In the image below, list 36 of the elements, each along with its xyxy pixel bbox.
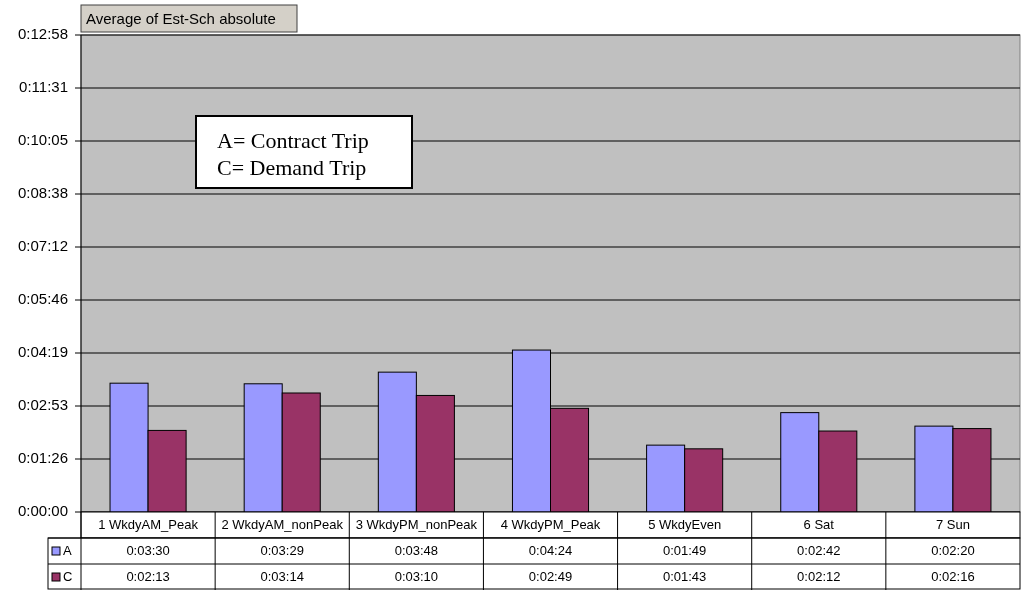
data-label: 0:03:48 <box>394 543 439 559</box>
data-label: 0:03:14 <box>260 569 304 585</box>
y-tick-label: 0:08:38 <box>17 183 68 201</box>
x-tick-label: 1 WkdyAM_Peak <box>98 517 199 533</box>
x-tick-label: 5 WkdyEven <box>648 517 722 533</box>
data-label: 0:03:30 <box>126 543 170 559</box>
data-label: 0:02:20 <box>931 543 975 559</box>
legend-label: A <box>63 543 72 559</box>
data-label: 0:01:43 <box>662 569 707 585</box>
y-tick-label: 0:12:58 <box>17 24 68 42</box>
y-tick-label: 0:04:19 <box>17 342 68 360</box>
data-label: 0:04:24 <box>528 543 573 559</box>
data-label: 0:02:42 <box>797 543 841 559</box>
y-tick-label: 0:11:31 <box>19 77 68 95</box>
data-label: 0:03:10 <box>394 569 439 585</box>
y-tick-label: 0:00:00 <box>17 501 68 519</box>
data-label: 0:02:16 <box>931 569 975 585</box>
data-label: 0:03:29 <box>260 543 304 559</box>
data-label: 0:01:49 <box>662 543 707 559</box>
annotation: C= Demand Trip <box>217 155 367 180</box>
legend-label: C <box>63 569 73 585</box>
y-tick-label: 0:05:46 <box>17 289 68 307</box>
y-tick-label: 0:10:05 <box>17 130 68 148</box>
data-label: 0:02:49 <box>528 569 573 585</box>
x-tick-label: 6 Sat <box>803 517 835 533</box>
x-tick-label: 3 WkdyPM_nonPeak <box>355 517 478 533</box>
data-label: 0:02:12 <box>797 569 841 585</box>
x-tick-label: 4 WkdyPM_Peak <box>500 517 601 533</box>
y-tick-label: 0:01:26 <box>17 448 68 466</box>
y-tick-label: 0:02:53 <box>17 395 68 413</box>
data-label: 0:02:13 <box>126 569 170 585</box>
x-tick-label: 7 Sun <box>935 517 970 533</box>
y-tick-label: 0:07:12 <box>17 236 68 254</box>
x-tick-label: 2 WkdyAM_nonPeak <box>221 517 344 533</box>
annotation: A= Contract Trip <box>217 128 369 153</box>
chart-title: Average of Est-Sch absolute <box>86 9 276 27</box>
